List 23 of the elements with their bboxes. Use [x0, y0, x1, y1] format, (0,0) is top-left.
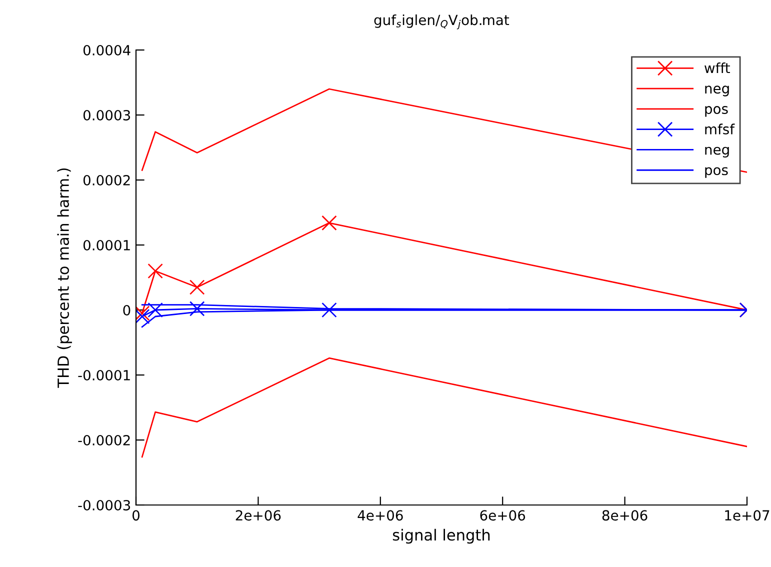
y-tick-label: -0.0002	[78, 434, 130, 446]
y-tick-label: 0.0004	[83, 44, 130, 56]
y-tick-label: 0	[123, 304, 130, 316]
y-axis-title: THD (percent to main harm.)	[57, 168, 72, 388]
y-tick-label: 0.0003	[83, 110, 130, 120]
x-axis-title: signal length	[392, 528, 490, 544]
y-tick-label: -0.0001	[78, 370, 130, 380]
legend-label: pos	[705, 106, 728, 117]
chart-title: guf$_{s}$iglen/$_{Q}$V$_{j}$ob.mat	[374, 14, 510, 30]
x-tick-label: 4e+06	[358, 510, 403, 521]
legend-label: neg	[705, 146, 729, 158]
y-tick-label: -0.0003	[78, 500, 130, 510]
x-tick-label: 8e+06	[602, 510, 648, 521]
legend-label: wfft	[704, 62, 730, 74]
legend-label: pos	[705, 167, 728, 178]
legend-label: neg	[705, 86, 729, 96]
x-tick-label: 6e+06	[480, 510, 526, 521]
legend-label: mfsf	[705, 124, 735, 134]
x-tick-label: 1e+07	[725, 510, 770, 521]
y-tick-label: 0.0002	[83, 174, 130, 186]
x-tick-label: 2e+06	[236, 510, 281, 521]
x-tick-label: 0	[132, 510, 140, 521]
y-tick-label: 0.0001	[83, 240, 130, 250]
